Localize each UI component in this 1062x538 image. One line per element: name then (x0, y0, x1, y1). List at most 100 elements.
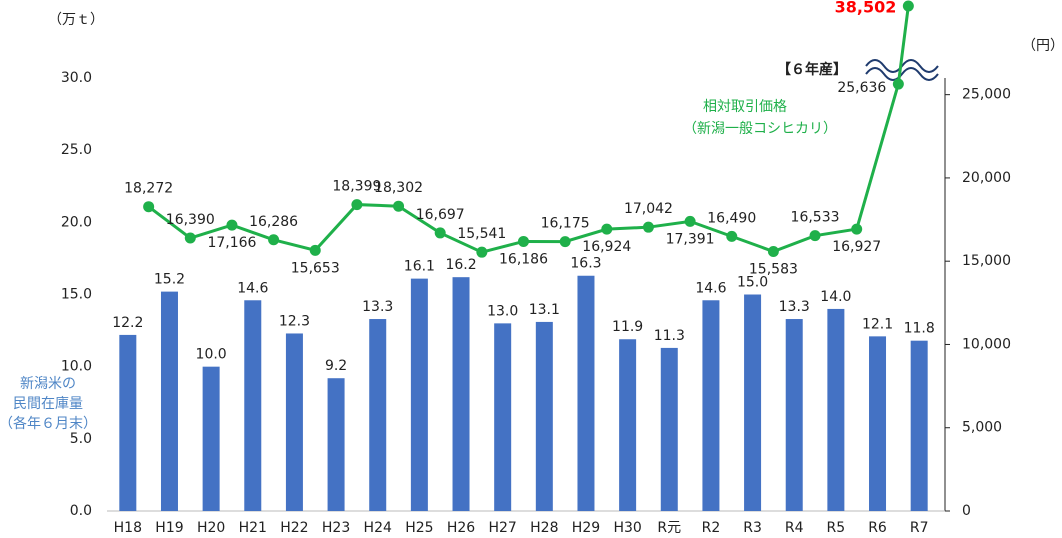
x-tick-label: H20 (197, 520, 225, 536)
x-tick-label: R2 (702, 520, 721, 536)
price-point (518, 235, 529, 247)
x-tick-label: H30 (613, 520, 641, 536)
bar (494, 323, 512, 511)
price-point (851, 223, 863, 235)
bar-label: 16.3 (570, 256, 601, 272)
price-point (642, 221, 654, 233)
bar-label: 15.0 (737, 275, 768, 291)
price-line (147, 5, 910, 254)
bar (702, 300, 720, 511)
price-label: 16,175 (541, 216, 590, 232)
y2-tick-label: 5,000 (962, 420, 1002, 436)
bar-label: 14.0 (820, 289, 851, 305)
bar-label: 16.1 (404, 259, 435, 275)
bar-label: 12.2 (112, 315, 143, 331)
price-label: 17,391 (666, 231, 715, 247)
y-tick-label: 0.0 (70, 503, 92, 519)
price-point (226, 219, 238, 231)
x-tick-label: H28 (530, 520, 558, 536)
price-point (476, 246, 488, 258)
x-tick-label: H26 (447, 520, 475, 536)
bar (827, 308, 845, 511)
y-label: 民間在庫量 (13, 395, 83, 412)
bar (660, 347, 678, 511)
bar (244, 300, 262, 511)
price-label: 15,653 (291, 260, 340, 276)
y-tick-label: 15.0 (61, 287, 92, 303)
price-label: 16,286 (249, 214, 298, 230)
y-label: （各年６月末） (0, 416, 97, 432)
bar-label: 11.9 (612, 319, 643, 335)
x-tick-label: R7 (910, 520, 929, 536)
x-tick-label: H18 (114, 520, 142, 536)
bar-label: 16.2 (445, 257, 476, 273)
bar (619, 339, 637, 511)
price-label: 17,042 (624, 201, 673, 217)
price-label: 16,186 (499, 251, 548, 267)
price-point (393, 200, 405, 212)
y2-tick-label: 0 (962, 503, 971, 519)
price-point (767, 245, 779, 257)
series-label: 相対取引価格 (703, 99, 787, 115)
bar (577, 275, 595, 511)
price-point (892, 78, 904, 90)
crop-year-note: 【６年産】 (777, 61, 847, 78)
price-point (559, 236, 571, 248)
price-label: 16,533 (791, 210, 840, 226)
price-point (309, 244, 321, 256)
price-point (143, 201, 155, 213)
price-point (434, 227, 446, 239)
price-point (351, 199, 363, 211)
y2-tick-label: 15,000 (962, 253, 1011, 269)
price-label: 16,927 (832, 239, 881, 255)
x-tick-label: H24 (364, 520, 392, 536)
y2-unit: （円） (1022, 38, 1062, 54)
bar-label: 13.1 (529, 302, 560, 318)
bar (452, 277, 470, 511)
bar (160, 291, 178, 511)
price-label: 18,399 (332, 179, 381, 195)
x-tick-label: R4 (785, 520, 804, 536)
bar-label: 9.2 (325, 358, 347, 374)
bar-label: 14.6 (695, 280, 726, 296)
bar (785, 319, 803, 511)
y2-tick-label: 10,000 (962, 336, 1011, 352)
bar-label: 13.3 (779, 299, 810, 315)
bar (869, 336, 887, 511)
y-tick-label: 25.0 (61, 142, 92, 158)
x-tick-label: H23 (322, 520, 350, 536)
x-tick-label: H25 (405, 520, 433, 536)
y2-tick-label: 25,000 (962, 87, 1011, 103)
x-tick-label: H29 (572, 520, 600, 536)
y-label: 新潟米の (20, 376, 76, 392)
price-label: 17,166 (207, 235, 256, 251)
x-tick-label: R3 (743, 520, 762, 536)
price-label: 16,490 (707, 210, 756, 226)
price-label: 16,697 (416, 207, 465, 223)
price-point (684, 215, 696, 227)
bar (410, 278, 428, 511)
bar (744, 294, 762, 511)
y2-tick-label: 20,000 (962, 170, 1011, 186)
bar-label: 12.1 (862, 316, 893, 332)
price-label: 18,302 (374, 180, 423, 196)
bar-label: 11.8 (904, 321, 935, 337)
price-label: 16,924 (582, 239, 631, 255)
bar (285, 333, 303, 511)
price-point (601, 223, 613, 235)
y-tick-label: 10.0 (61, 359, 92, 375)
price-point (268, 234, 280, 246)
bar-label: 15.2 (154, 272, 185, 288)
price-label: 18,272 (124, 181, 173, 197)
bar (369, 319, 387, 511)
bar-label: 10.0 (196, 347, 227, 363)
bar (535, 321, 553, 511)
x-tick-label: R元 (657, 520, 681, 536)
price-label: 38,502 (835, 0, 897, 17)
y-unit: （万ｔ） (48, 12, 104, 28)
bar-label: 13.3 (362, 299, 393, 315)
x-tick-label: H21 (239, 520, 267, 536)
price-point (726, 230, 738, 242)
x-tick-label: R6 (868, 520, 887, 536)
